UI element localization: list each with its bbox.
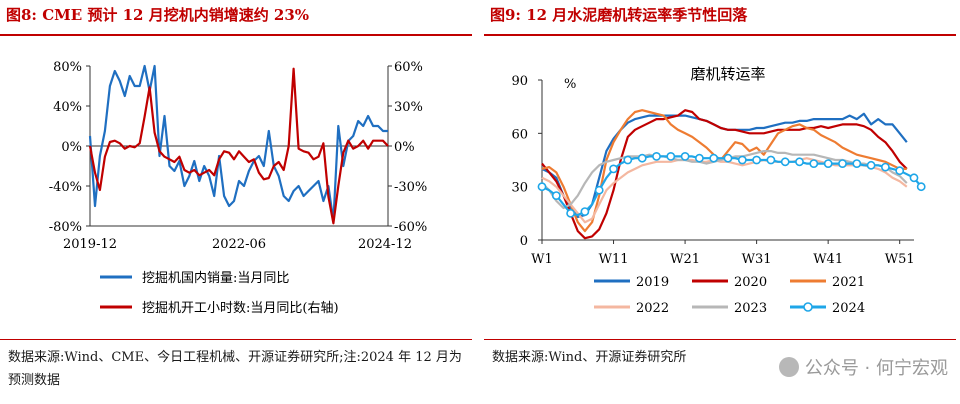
y-tick-label: 60 [511,127,528,142]
series-point-2024 [823,159,833,168]
left-y-tick-label: 0% [61,140,82,155]
x-tick-label: W41 [813,252,843,267]
left-figure-title: 图8: CME 预计 12 月挖机内销增速约 23% [6,6,310,24]
series-point-2024 [909,173,919,183]
chart-title: 磨机转运率 [690,65,765,83]
right-y-tick-label: -60% [394,220,427,235]
watermark-text: 公众号 · 何宁宏观 [804,358,948,379]
left-y-tick-label: -80% [49,220,82,235]
right-y-tick-label: 0% [394,140,415,155]
x-tick-label: W51 [885,252,915,267]
right-figure-panel: 图9: 12 月水泥磨机转运率季节性回落 90 60 30 0% 磨机转运率 W1 W11 W… [484,0,956,404]
left-title-rule [0,34,472,36]
legend-label: 2020 [734,275,767,290]
series-point-2024 [866,160,876,170]
y-tick-label: 90 [511,74,528,89]
series-point-2024 [637,153,647,163]
series-point-2024 [680,151,690,161]
series-point-2024 [895,166,905,176]
legend-label: 2023 [734,301,767,316]
y-tick-label: 0 [520,234,528,249]
x-tick-label: W21 [670,252,700,267]
left-footer-rule [0,339,472,340]
left-chart: 80% 40% 0% -40% -80% 60% 30% 0% -30% -60% 2019-12 2… [49,60,428,316]
legend-label: 挖掘机国内销量:当月同比 [142,270,289,286]
y-axis-unit: % [564,77,576,92]
x-tick-label: W11 [599,252,629,267]
series-point-2024 [709,153,719,163]
series-point-2024 [852,159,862,168]
series-line-2020 [541,109,908,240]
x-tick-label: 2024-12 [358,237,412,252]
legend-label: 2022 [636,301,669,316]
series-point-2024 [752,155,761,165]
legend-label: 2021 [832,275,865,290]
y-tick-label: 30 [511,181,528,196]
series-point-2024 [916,182,926,192]
wechat-icon [778,357,799,377]
series-point-2024 [880,162,890,172]
series-point-2024 [809,159,819,168]
right-source-note: 数据来源:Wind、开源证券研究所 [492,350,687,365]
x-tick-label: W31 [742,252,772,267]
series-point-2024 [537,182,547,192]
series-point-2024 [780,157,790,167]
series-point-2024 [723,153,733,163]
right-footer-rule [484,339,956,340]
series-point-2024 [838,159,847,168]
series-point-2024 [652,151,661,161]
series-point-2024 [551,191,561,200]
right-y-tick-label: -30% [394,180,427,195]
legend-label: 2024 [832,301,865,316]
right-title-rule [484,34,956,36]
series-line-excavator-sales [88,64,388,223]
series-point-2024 [594,185,604,195]
legend-marker [803,302,813,312]
right-y-tick-label: 60% [394,60,423,75]
left-y-tick-label: -40% [49,180,82,195]
legend-label: 挖掘机开工小时数:当月同比(右轴) [142,301,339,316]
right-figure-title: 图9: 12 月水泥磨机转运率季节性回落 [490,6,748,24]
legend-label: 2019 [636,275,669,290]
right-chart: 90 60 30 0% 磨机转运率 W1 W11 W21 W31 W41 W51 2019 2020 20… [511,65,926,316]
x-tick-label: W1 [531,252,553,267]
series-point-2024 [666,151,676,161]
series-point-2024 [795,157,804,167]
right-y-tick-label: 30% [394,100,423,115]
left-source-note: 数据来源:Wind、CME、今日工程机械、开源证券研究所;注:2024 年 12… [8,350,462,388]
left-y-tick-label: 80% [53,60,82,75]
series-point-2024 [609,164,618,174]
series-line-2021 [541,109,907,233]
series-point-2024 [566,208,575,218]
series-point-2024 [766,155,776,165]
series-point-2024 [580,207,590,216]
watermark: 公众号 · 何宁宏观 [778,354,948,380]
x-tick-label: 2022-06 [212,237,266,252]
series-line-operating-hours [88,67,389,225]
series-point-2024 [694,153,704,163]
left-figure-panel: 图8: CME 预计 12 月挖机内销增速约 23% 80% 40% 0% -40% -… [0,0,472,404]
series-point-2024 [623,155,633,165]
series-point-2024 [737,155,747,165]
left-y-tick-label: 40% [53,100,82,115]
x-tick-label: 2019-12 [63,237,117,252]
